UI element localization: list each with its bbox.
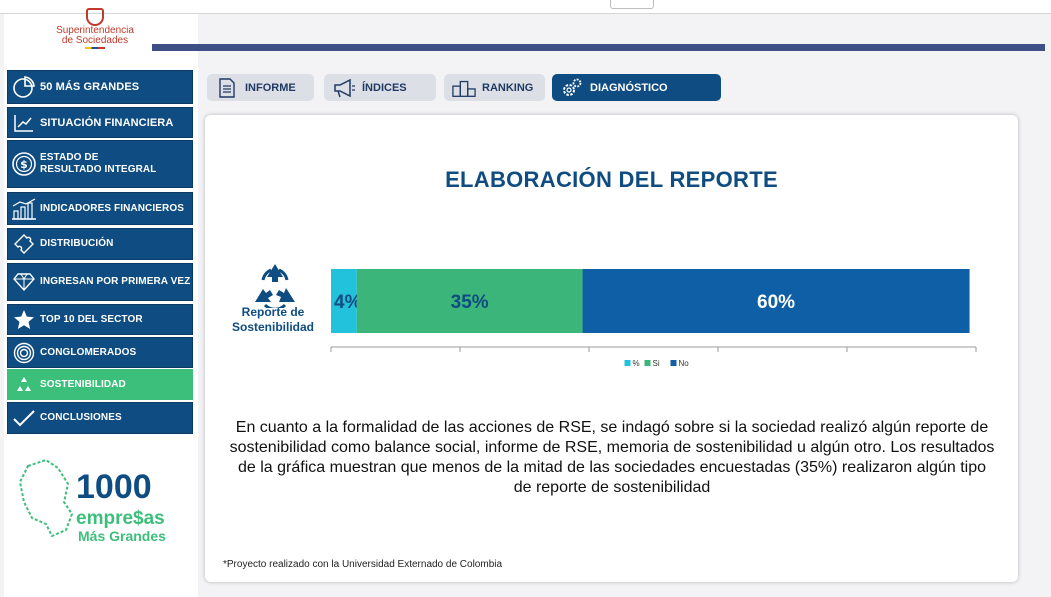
svg-text:$: $: [20, 158, 28, 171]
data-label: 60%: [757, 292, 795, 313]
1000-empresas-logo: 1000 empre$as Más Grandes: [18, 458, 188, 548]
document-icon: [215, 77, 239, 98]
nav-item-estado-resultado[interactable]: $ ESTADO DE RESULTADO INTEGRAL: [7, 140, 193, 188]
nav-label: SITUACIÓN FINANCIERA: [40, 116, 174, 129]
brand-line-2: Más Grandes: [78, 528, 166, 544]
supersociedades-logo: Superintendencia de Sociedades: [40, 8, 150, 49]
recycle-icon: [251, 262, 299, 311]
nav-item-50-mas-grandes[interactable]: 50 MÁS GRANDES: [7, 70, 193, 104]
data-label: 4%: [334, 292, 362, 313]
nav-label: SOSTENIBILIDAD: [40, 378, 126, 390]
legend-label: Si: [653, 359, 660, 368]
legend-swatch: [644, 360, 651, 366]
star-icon: [8, 309, 40, 331]
top-tab-handle[interactable]: [610, 0, 654, 9]
megaphone-icon: [332, 78, 356, 98]
logo-line-1: Superintendencia: [56, 25, 134, 36]
content-card: ELABORACIÓN DEL REPORTE Reporte de Soste…: [205, 115, 1018, 582]
bar-chart-icon: [8, 197, 40, 221]
header-rule: [152, 44, 1045, 51]
tab-label: ÍNDICES: [362, 81, 407, 94]
legend-swatch: [670, 360, 677, 366]
bar-segment-no: [582, 269, 970, 333]
category-label-line-2: Sostenibilidad: [231, 320, 314, 334]
pie-chart-icon: [8, 75, 40, 99]
footnote: *Proyecto realizado con la Universidad E…: [223, 559, 503, 570]
puzzle-icon: [8, 232, 40, 256]
podium-icon: [452, 78, 476, 98]
nav-item-sostenibilidad[interactable]: SOSTENIBILIDAD: [7, 369, 193, 400]
flag-stripe: [85, 47, 105, 49]
nav-item-ingresan-primera-vez[interactable]: INGRESAN POR PRIMERA VEZ: [7, 263, 193, 301]
tab-label: DIAGNÓSTICO: [590, 81, 668, 94]
tab-label: INFORME: [245, 81, 296, 94]
crest-icon: [86, 8, 104, 26]
dollar-coin-icon: $: [8, 151, 40, 177]
nav-item-top-10[interactable]: TOP 10 DEL SECTOR: [7, 304, 193, 335]
concentric-circles-icon: [8, 342, 40, 364]
tab-label: RANKING: [482, 81, 534, 94]
brand-number: 1000: [76, 468, 152, 506]
nav-label: TOP 10 DEL SECTOR: [40, 313, 143, 325]
nav-label: INGRESAN POR PRIMERA VEZ: [40, 276, 191, 287]
nav-item-conglomerados[interactable]: CONGLOMERADOS: [7, 337, 193, 368]
bar-segment-pct: [331, 269, 357, 333]
nav-label: CONGLOMERADOS: [40, 346, 137, 358]
colombia-map-icon: [18, 458, 74, 538]
legend-label: %: [633, 359, 640, 368]
nav-item-conclusiones[interactable]: CONCLUSIONES: [7, 402, 193, 434]
stacked-bar-chart: 4% 35% 60%% Si No: [330, 269, 977, 368]
nav-label: INDICADORES FINANCIEROS: [40, 202, 184, 214]
description-text: En cuanto a la formalidad de las accione…: [229, 419, 995, 496]
tab-ranking[interactable]: RANKING: [444, 74, 545, 101]
nav-label: 50 MÁS GRANDES: [40, 81, 140, 93]
tab-diagnostico[interactable]: DIAGNÓSTICO: [552, 74, 721, 101]
logo-line-2: de Sociedades: [61, 35, 129, 46]
diamond-icon: [8, 272, 40, 292]
data-label: 35%: [451, 292, 489, 313]
nav-item-indicadores-financieros[interactable]: INDICADORES FINANCIEROS: [7, 192, 193, 225]
recycle-icon: [8, 375, 40, 395]
legend-label: No: [679, 359, 690, 368]
check-icon: [8, 408, 40, 428]
brand-line-1: empre$as: [76, 508, 165, 529]
tab-informe[interactable]: INFORME: [207, 74, 314, 101]
legend-swatch: [624, 360, 631, 366]
card-title: ELABORACIÓN DEL REPORTE: [445, 167, 778, 192]
bar-segment-si: [356, 269, 583, 333]
nav-item-situacion-financiera[interactable]: SITUACIÓN FINANCIERA: [7, 107, 193, 138]
category-label-line-1: Reporte de: [241, 305, 305, 319]
nav-item-distribucion[interactable]: DISTRIBUCIÓN: [7, 228, 193, 260]
chart-category-label: Reporte de Sostenibilidad: [223, 305, 323, 335]
tab-indices[interactable]: ÍNDICES: [324, 74, 436, 101]
nav-label: ESTADO DE RESULTADO INTEGRAL: [40, 152, 157, 175]
gears-icon: [560, 78, 584, 98]
nav-label: DISTRIBUCIÓN: [40, 238, 114, 249]
nav-label: CONCLUSIONES: [40, 412, 122, 423]
browser-top-bar: [0, 0, 1051, 14]
trend-up-icon: [8, 113, 40, 133]
